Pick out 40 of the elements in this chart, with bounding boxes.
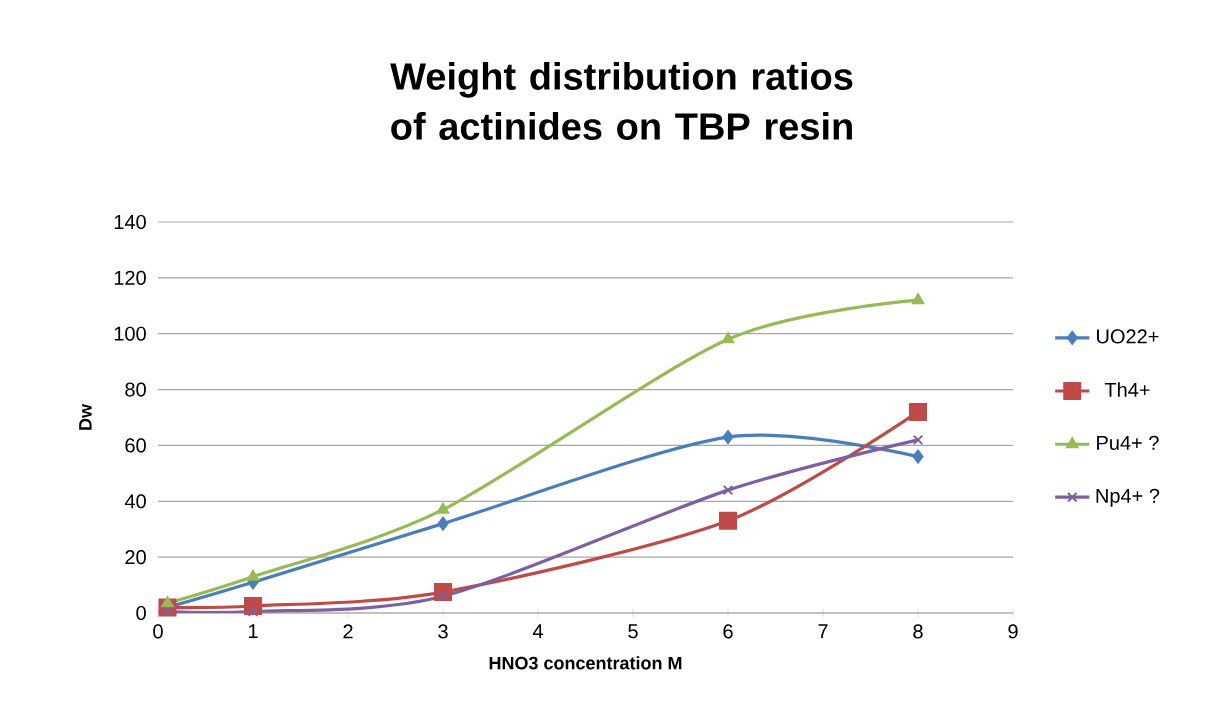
point: [437, 516, 449, 531]
x-tick-label: 2: [343, 624, 353, 639]
y-tick-label: 120: [114, 270, 146, 285]
x-tick-label: 6: [723, 624, 733, 639]
y-tick-label: 60: [125, 438, 146, 453]
y-tick-label: 100: [114, 326, 146, 341]
point: [162, 606, 173, 617]
point: [912, 449, 924, 464]
point: [246, 569, 260, 581]
x-tick-label: 9: [1008, 624, 1018, 639]
y-tick-label: 0: [136, 605, 146, 621]
point: [908, 402, 927, 421]
point: [722, 430, 734, 445]
point: [719, 511, 737, 530]
point: [437, 591, 449, 602]
y-axis-title: Dw: [79, 403, 92, 430]
point: [247, 606, 259, 617]
y-tick-label: 40: [124, 494, 146, 509]
x-tick-label: 5: [628, 624, 638, 639]
x-tick-label: 3: [438, 624, 448, 639]
point: [911, 293, 925, 305]
point: [436, 502, 450, 514]
chart-title: Weight distribution ratios of actinides on TBP resin: [390, 62, 853, 140]
point: [722, 484, 734, 496]
point: [721, 332, 735, 344]
x-tick-label: 4: [532, 624, 543, 639]
y-tick-label: 20: [125, 550, 146, 565]
legend-label: Np4+ ?: [1096, 488, 1160, 507]
legend-label: Pu4+ ?: [1097, 435, 1159, 450]
x-axis-title: HNO3 concentration M: [489, 656, 682, 670]
x-tick-label: 1: [248, 624, 258, 639]
x-tick-label: 0: [153, 624, 163, 639]
point: [912, 434, 924, 446]
legend-label: Th4+: [1104, 382, 1150, 397]
point: [161, 596, 174, 608]
legend-label: UO22+: [1097, 329, 1159, 344]
y-tick-label: 140: [114, 214, 146, 230]
y-tick-label: 80: [125, 382, 146, 397]
x-tick-label: 8: [913, 624, 923, 639]
x-tick-label: 7: [818, 624, 828, 639]
